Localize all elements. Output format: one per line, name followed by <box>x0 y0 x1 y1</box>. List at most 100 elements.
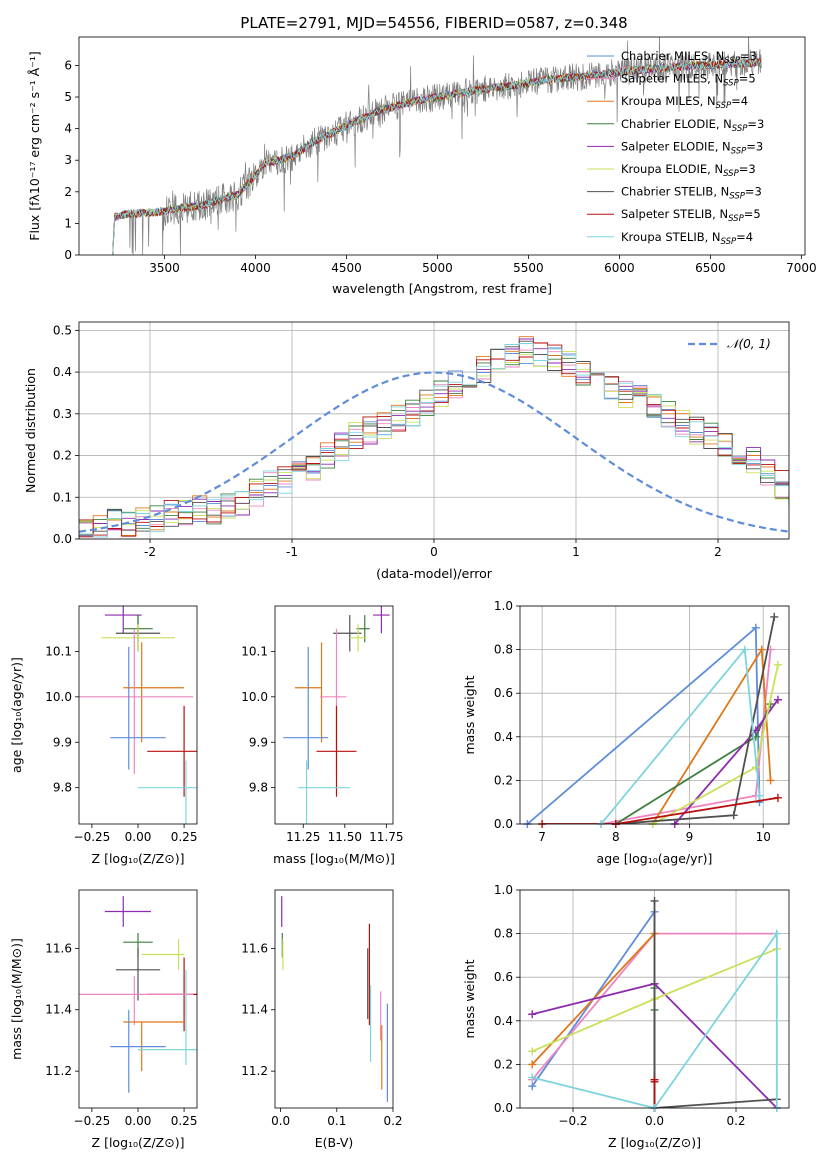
x-tick-label: 7 <box>538 830 546 844</box>
legend-subscript: SSP <box>732 124 748 134</box>
y-tick-label: 9.9 <box>249 735 268 749</box>
legend-label: Kroupa MILES, N <box>621 94 716 108</box>
axes-frame <box>519 889 790 1109</box>
weight-point-marker <box>755 791 764 800</box>
x-tick-label: 2 <box>714 545 722 559</box>
age-vs-metallicity-panel: −0.25 0.00 0.25 9.8 9.9 10.0 10.1 Z [log₁₀(Z/Z⊙… <box>9 605 197 866</box>
x-tick-label: 10 <box>756 830 771 844</box>
y-tick-label: 0.8 <box>494 643 513 657</box>
age-vs-mass-panel: 11.25 11.50 11.75 9.8 9.9 10.0 10.1 mass [log₁₀… <box>241 605 404 866</box>
weight-point-marker <box>729 811 738 820</box>
legend-subscript: SSP <box>731 146 747 156</box>
y-tick-label: 0.1 <box>53 490 72 504</box>
legend-entry: Kroupa STELIB, NSSP=4 <box>621 230 753 247</box>
axes-frame <box>274 605 394 825</box>
weight-point-marker <box>528 1073 537 1082</box>
residual-histogram <box>79 343 789 538</box>
y-tick-label: 0.4 <box>494 730 513 744</box>
x-tick-label: 1 <box>572 545 580 559</box>
weight-series-line <box>653 900 777 1108</box>
x-tick-label: 0.1 <box>327 1114 346 1128</box>
legend-suffix: =3 <box>745 185 762 199</box>
y-tick-label: 1.0 <box>494 599 513 613</box>
y-tick-label: 10.1 <box>45 644 72 658</box>
x-tick-label: 0.00 <box>125 830 152 844</box>
y-tick-label: 0.6 <box>494 970 513 984</box>
legend-label: Chabrier ELODIE, N <box>621 117 732 131</box>
y-tick-label: 3 <box>64 153 72 167</box>
weight-point-marker <box>757 645 766 654</box>
y-tick-label: 10.0 <box>45 690 72 704</box>
mass-vs-metallicity-panel: −0.25 0.00 0.25 11.2 11.4 11.6 Z [log₁₀(Z/Z⊙)]… <box>9 889 197 1150</box>
y-tick-label: 0.5 <box>53 323 72 337</box>
weight-point-marker <box>650 1075 659 1084</box>
weight-point-marker <box>766 776 775 785</box>
y-tick-label: 11.4 <box>241 1003 268 1017</box>
y-tick-label: 0.0 <box>53 532 72 546</box>
weight-vs-age-panel: 7 8 9 10 0.0 0.2 0.4 0.6 0.8 1.0 age [log₁₀(age/yr… <box>462 599 790 866</box>
y-tick-label: 9.8 <box>249 781 268 795</box>
weight-point-marker <box>770 612 779 621</box>
y-axis-label: mass weight <box>462 675 477 754</box>
weight-series-line <box>526 625 761 824</box>
x-tick-label: 6000 <box>604 261 635 275</box>
x-tick-label: 9 <box>686 830 694 844</box>
weight-point-marker <box>528 1010 537 1019</box>
y-tick-label: 0.0 <box>494 817 513 831</box>
y-tick-label: 11.6 <box>241 941 268 955</box>
legend-label: Salpeter ELODIE, N <box>621 139 731 153</box>
x-tick-label: 11.50 <box>328 830 362 844</box>
y-tick-label: 4 <box>64 122 72 136</box>
x-tick-label: 4000 <box>240 261 271 275</box>
legend-entry: 𝒩(0, 1) <box>727 337 771 351</box>
y-tick-label: 9.8 <box>53 781 72 795</box>
y-tick-label: 11.2 <box>241 1064 268 1078</box>
y-axis-label: age [log₁₀(age/yr)] <box>9 657 24 773</box>
model-spectrum-line <box>112 58 762 255</box>
y-tick-label: 0.4 <box>494 1014 513 1028</box>
x-tick-label: −0.2 <box>558 1114 587 1128</box>
residual-histogram <box>79 338 789 537</box>
legend-label: Salpeter STELIB, N <box>621 207 728 221</box>
weight-point-marker <box>740 645 749 654</box>
x-tick-label: 0.00 <box>125 1114 152 1128</box>
y-tick-label: 0 <box>64 248 72 262</box>
x-tick-label: -1 <box>286 545 298 559</box>
axes-frame <box>519 605 790 825</box>
legend-subscript: SSP <box>723 169 739 179</box>
x-tick-label: 4500 <box>331 261 362 275</box>
weight-point-marker <box>528 1060 537 1069</box>
weight-point-marker <box>528 1047 537 1056</box>
y-tick-label: 9.9 <box>53 735 72 749</box>
y-tick-label: 0.2 <box>53 449 72 463</box>
weight-point-marker <box>773 660 782 669</box>
x-tick-label: 5500 <box>513 261 544 275</box>
y-axis-label: mass [log₁₀(M/M⊙)] <box>9 938 24 1060</box>
x-axis-label: wavelength [Angstrom, rest frame] <box>332 281 552 296</box>
axes-frame <box>78 321 790 540</box>
x-tick-label: −0.25 <box>74 1114 111 1128</box>
legend-label: Kroupa STELIB, N <box>621 230 721 244</box>
legend-entry: Salpeter ELODIE, NSSP=3 <box>621 139 763 156</box>
weight-series-line <box>615 703 772 824</box>
axes-frame <box>78 36 806 256</box>
weight-series-line <box>531 930 778 1108</box>
x-tick-label: 11.75 <box>369 830 403 844</box>
figure-title: PLATE=2791, MJD=54556, FIBERID=0587, z=0… <box>240 14 627 32</box>
y-tick-label: 0.0 <box>494 1101 513 1115</box>
y-tick-label: 11.2 <box>45 1064 72 1078</box>
weight-point-marker <box>773 695 782 704</box>
legend-entry: Chabrier STELIB, NSSP=3 <box>621 185 762 202</box>
y-axis-label: mass weight <box>462 959 477 1038</box>
x-tick-label: 0.0 <box>271 1114 290 1128</box>
residuals-panel: -2 -1 0 1 2 0.0 0.1 0.2 0.3 0.4 0.5 (data-model)/er… <box>23 321 790 581</box>
x-tick-label: 0.2 <box>383 1114 402 1128</box>
legend-entry: Kroupa ELODIE, NSSP=3 <box>621 162 756 179</box>
y-tick-label: 1.0 <box>494 883 513 897</box>
weight-point-marker <box>773 793 782 802</box>
legend-label: Chabrier STELIB, N <box>621 185 729 199</box>
legend-suffix: =4 <box>736 230 753 244</box>
normal-distribution-curve <box>79 371 789 533</box>
legend-subscript: SSP <box>724 56 740 66</box>
legend-label: Chabrier MILES, N <box>621 49 724 63</box>
